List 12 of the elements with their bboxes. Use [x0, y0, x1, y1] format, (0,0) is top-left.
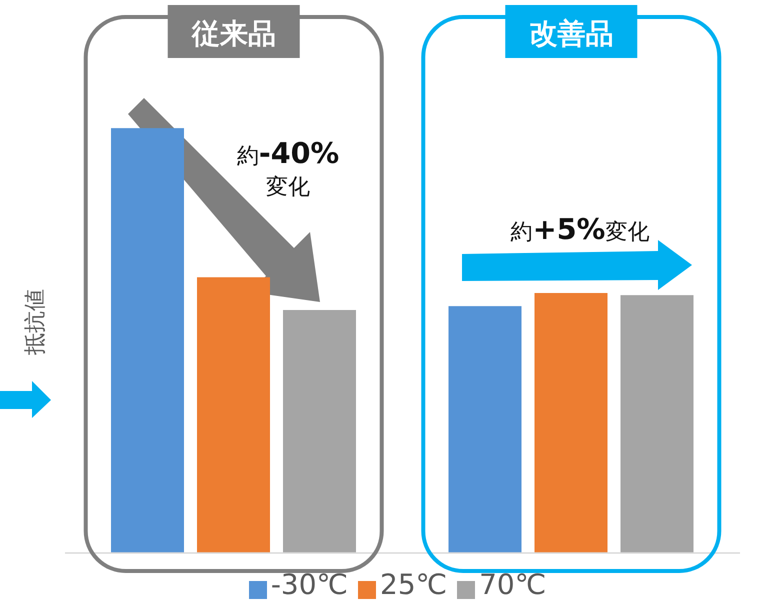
bar: [283, 310, 356, 553]
annotation: 約-40%変化: [236, 135, 340, 202]
annotation: 約+5%変化: [510, 211, 650, 248]
legend-label: 70℃: [479, 568, 546, 601]
bar: [448, 306, 522, 553]
legend-label: 25℃: [380, 568, 448, 601]
bar: [534, 292, 608, 553]
x-tick-label: 改善品: [529, 17, 614, 50]
legend-label: -30℃: [270, 568, 348, 601]
bar: [620, 295, 694, 553]
x-tick-label: 従来品: [190, 17, 276, 50]
y-axis-title: 抵抗値: [22, 289, 49, 355]
